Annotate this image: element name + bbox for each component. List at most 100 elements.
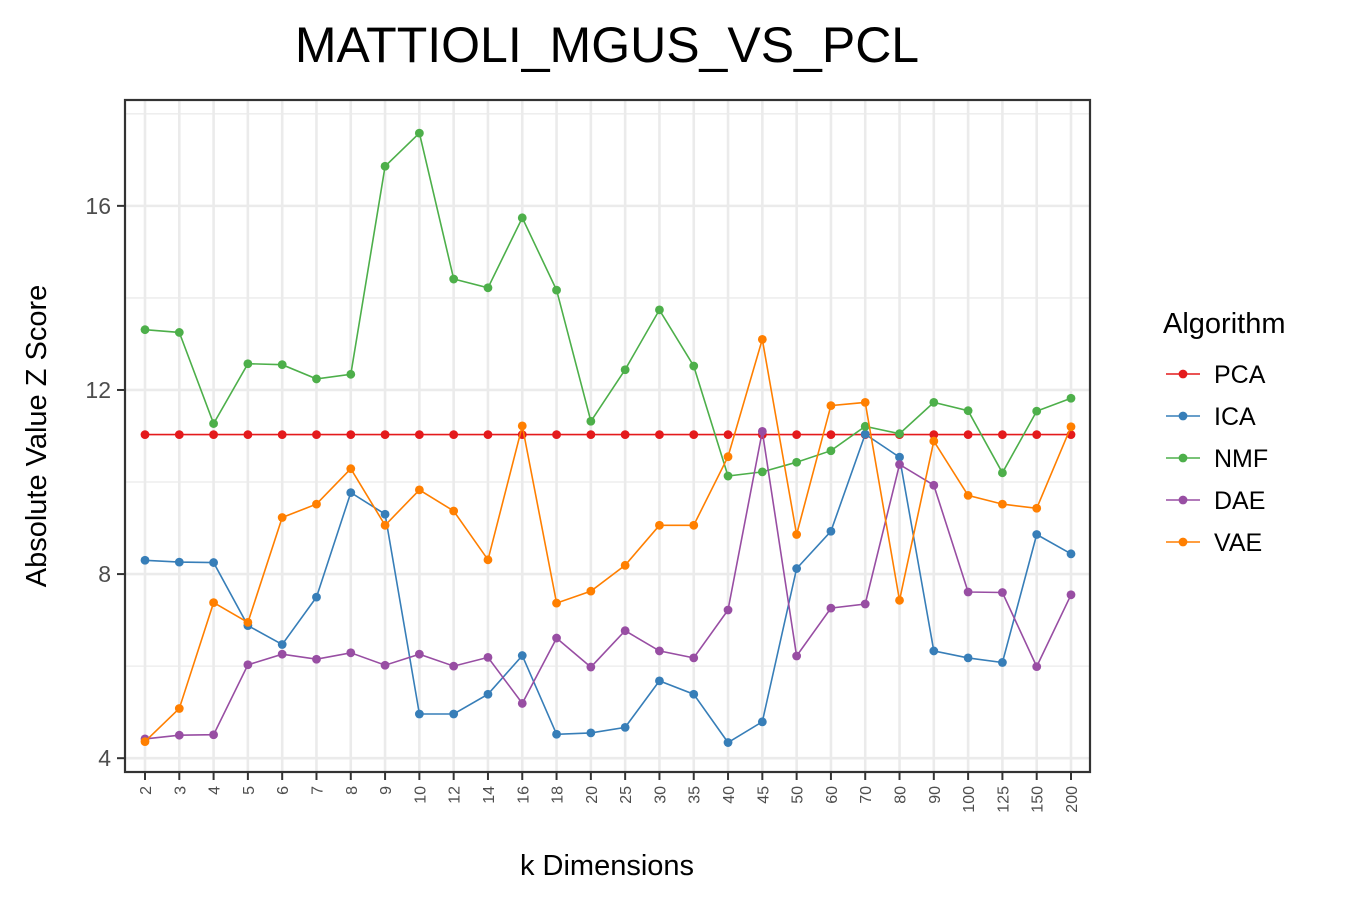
x-tick-label: 35 (687, 786, 704, 804)
data-point-vae (620, 560, 630, 570)
legend-marker-nmf (1178, 453, 1188, 463)
data-point-dae (483, 652, 493, 662)
data-point-pca (380, 430, 390, 440)
data-point-ica (655, 676, 664, 686)
data-point-dae (380, 660, 390, 670)
series-vae (140, 334, 1076, 747)
x-tick-label: 16 (515, 786, 532, 804)
data-point-vae (174, 704, 184, 713)
data-point-vae (414, 485, 424, 495)
y-axis: 4 8 12 16 (85, 193, 125, 771)
data-point-vae (517, 421, 527, 431)
data-point-pca (209, 430, 218, 440)
x-tick-label: 200 (1064, 786, 1081, 813)
y-tick-label: 16 (85, 193, 111, 219)
data-point-ica (346, 488, 356, 498)
x-axis-title: k Dimensions (520, 850, 694, 882)
data-point-nmf (689, 361, 699, 371)
data-point-nmf (792, 457, 802, 467)
data-point-nmf (860, 421, 870, 431)
x-tick-label: 4 (207, 786, 224, 795)
legend-label-vae: VAE (1214, 529, 1262, 557)
data-point-dae (895, 460, 904, 469)
series-line-ica (144, 432, 1072, 744)
data-point-vae (757, 334, 767, 344)
data-point-ica (517, 651, 527, 660)
data-point-vae (586, 586, 596, 596)
data-point-ica (929, 646, 939, 656)
data-point-nmf (243, 359, 253, 369)
data-point-vae (826, 401, 836, 411)
legend: Algorithm PCA ICA NMF DAE VAE (1163, 308, 1286, 557)
x-tick-label: 30 (652, 786, 669, 804)
data-point-dae (414, 649, 424, 659)
data-point-vae (1032, 503, 1042, 513)
data-point-vae (895, 595, 904, 605)
x-tick-label: 10 (412, 786, 429, 804)
data-point-nmf (312, 374, 321, 384)
x-tick-label: 90 (927, 786, 944, 804)
x-axis: 2 3 4 5 6 7 8 9 10 12 14 16 18 20 25 30 35 40 45 50 60 70 80 90… (138, 772, 1081, 813)
data-point-ica (174, 557, 184, 567)
data-point-nmf (140, 325, 150, 335)
x-tick-label: 20 (584, 786, 601, 804)
plot-border (123, 98, 1092, 774)
data-point-dae (655, 646, 664, 656)
data-point-vae (689, 520, 699, 530)
x-tick-label: 25 (618, 786, 635, 804)
plot-panel (123, 98, 1092, 774)
x-tick-label: 45 (755, 786, 772, 804)
y-tick-label: 8 (98, 561, 111, 587)
y-tick-label: 4 (98, 745, 111, 771)
data-point-ica (380, 509, 390, 519)
data-point-vae (1066, 422, 1076, 432)
x-tick-label: 5 (241, 786, 258, 795)
data-point-vae (963, 490, 973, 500)
data-point-nmf (174, 328, 184, 337)
chart-title: MATTIOLI_MGUS_VS_PCL (295, 17, 919, 73)
data-point-dae (929, 480, 939, 490)
data-point-nmf (380, 161, 390, 171)
x-tick-label: 125 (995, 786, 1012, 813)
data-point-pca (277, 430, 287, 440)
data-point-vae (243, 618, 253, 627)
data-point-ica (1066, 549, 1076, 559)
data-point-dae (209, 730, 218, 740)
data-point-vae (792, 530, 802, 539)
data-point-dae (792, 651, 802, 661)
x-tick-label: 70 (858, 786, 875, 804)
data-point-ica (792, 564, 802, 573)
data-point-ica (963, 653, 973, 663)
data-point-dae (586, 662, 596, 672)
data-point-pca (449, 430, 459, 440)
data-point-vae (998, 499, 1007, 509)
data-point-ica (826, 526, 836, 536)
data-point-pca (346, 430, 356, 440)
x-tick-label: 8 (344, 786, 361, 795)
data-point-dae (449, 661, 459, 671)
data-point-vae (449, 506, 459, 516)
data-point-vae (312, 499, 321, 509)
data-point-pca (929, 430, 939, 440)
data-point-dae (757, 426, 767, 436)
series-line-dae (144, 431, 1072, 740)
data-point-dae (620, 626, 630, 636)
data-point-pca (483, 430, 493, 440)
data-point-dae (998, 588, 1007, 597)
legend-marker-ica (1178, 411, 1188, 421)
data-point-dae (552, 633, 561, 643)
series-line-nmf (144, 131, 1072, 477)
legend-items: PCA ICA NMF DAE VAE (1166, 361, 1268, 557)
data-point-ica (312, 592, 321, 602)
x-tick-label: 12 (447, 786, 464, 804)
data-point-ica (209, 558, 218, 567)
legend-item-nmf: NMF (1166, 445, 1268, 473)
x-tick-label: 14 (481, 786, 498, 804)
data-point-vae (380, 520, 390, 530)
legend-item-vae: VAE (1166, 529, 1262, 557)
data-point-ica (895, 452, 904, 462)
data-point-ica (449, 709, 459, 719)
legend-marker-vae (1178, 537, 1188, 547)
data-point-nmf (723, 471, 733, 481)
data-point-ica (414, 709, 424, 719)
